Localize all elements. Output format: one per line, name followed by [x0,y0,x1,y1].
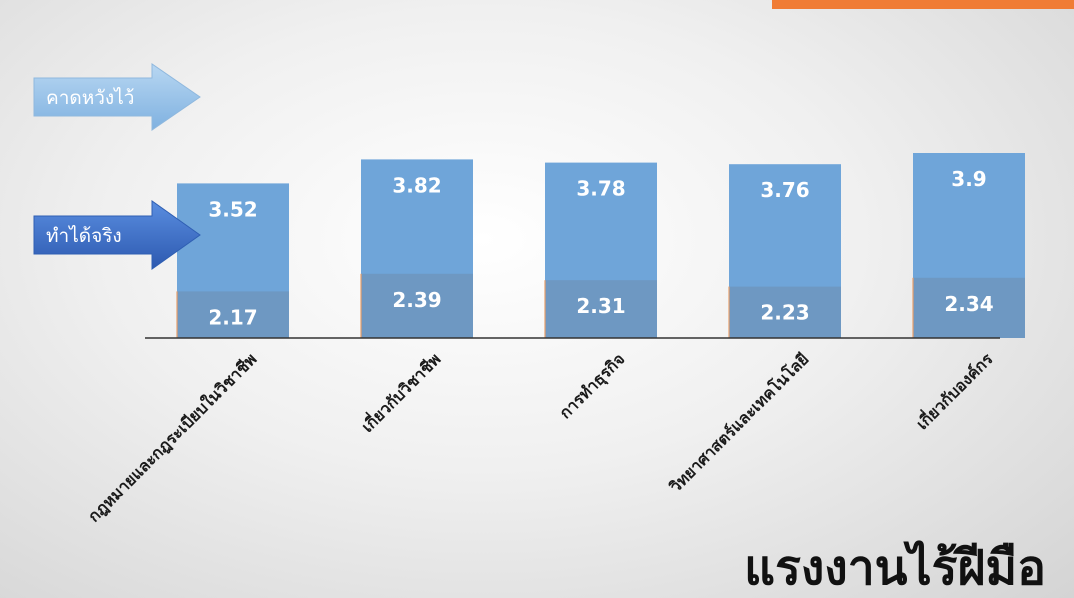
legend-actual-label: ทำได้จริง [46,225,122,247]
value-label-actual-1: 2.39 [392,288,441,312]
category-label-1: เกี่ยวกับวิชาชีพ [356,348,444,436]
bar-actual-4 [913,277,1025,338]
legend-arrow-expected: คาดหวังไว้ [33,63,201,131]
bar-actual-1 [361,273,473,338]
arrow-expected-shape [33,63,201,131]
category-labels: กฎหมายและกฎระเบียบในวิชาชีพ เกี่ยวกับวิชา… [84,348,997,526]
value-label-expected-0: 3.52 [208,197,257,221]
value-label-actual-2: 2.31 [576,294,625,318]
category-label-3: วิทยาศาสตร์และเทคโนโลยี [664,349,812,497]
category-label-2: การทำธุรกิจ [555,349,629,423]
value-label-actual-4: 2.34 [944,292,993,316]
value-label-expected-1: 3.82 [392,173,441,197]
bars-group: 3.52 2.17 3.82 2.39 3.78 2.31 3.76 2.23 3.9 2.34 [176,153,1025,338]
category-label-0: กฎหมายและกฎระเบียบในวิชาชีพ [84,349,260,525]
value-label-expected-3: 3.76 [760,178,809,202]
page-title: แรงงานไร้ฝีมือ [744,539,1046,596]
legend-expected-label: คาดหวังไว้ [46,87,134,109]
bar-actual-0 [177,291,289,338]
bar-actual-2 [545,280,657,338]
bar-actual-3 [729,286,841,338]
value-label-expected-4: 3.9 [951,167,986,191]
value-label-expected-2: 3.78 [576,177,625,201]
value-label-actual-0: 2.17 [208,305,257,329]
value-label-actual-3: 2.23 [760,301,809,325]
legend-arrow-actual: ทำได้จริง [33,200,201,270]
arrow-actual-shape [33,200,201,270]
orange-banner [772,0,1074,9]
category-label-4: เกี่ยวกับองค์กร [911,348,997,434]
